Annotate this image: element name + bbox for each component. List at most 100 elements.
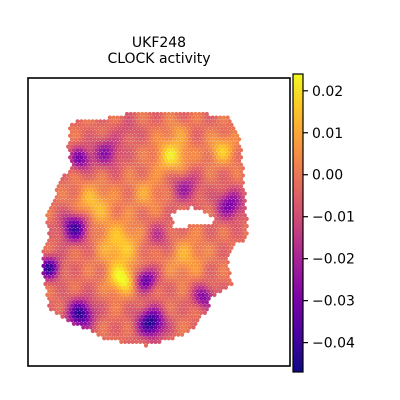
tissue-spot [77,239,81,243]
tissue-spot [209,192,213,196]
tissue-spot [205,163,209,167]
tissue-spot [212,184,216,188]
tissue-spot [104,152,108,156]
tissue-spot [79,286,83,290]
tissue-spot [108,210,112,214]
tissue-spot [123,173,127,177]
tissue-spot [184,253,188,257]
tissue-spot [81,217,85,221]
tissue-spot [117,184,121,188]
tissue-spot [180,282,184,286]
tissue-spot [102,220,106,224]
tissue-spot [98,293,102,297]
tissue-spot [169,145,173,149]
tissue-spot [218,116,222,120]
tissue-spot [70,217,74,221]
tissue-spot [98,213,102,217]
tissue-spot [131,173,135,177]
tissue-spot [148,148,152,152]
tissue-spot [115,202,119,206]
tissue-spot [163,220,167,224]
tissue-spot [81,181,85,185]
tissue-spot [85,188,89,192]
tissue-spot [74,318,78,322]
tissue-spot [76,170,80,174]
tissue-spot [220,134,224,138]
tissue-spot [89,137,93,141]
tissue-spot [70,224,74,228]
tissue-spot [209,242,213,246]
tissue-spot [212,148,216,152]
tissue-spot [197,155,201,159]
tissue-spot [228,278,232,282]
tissue-spot [207,224,211,228]
tissue-spot [233,195,237,199]
tissue-spot [231,163,235,167]
tissue-spot [134,181,138,185]
tissue-spot [119,130,123,134]
tissue-spot [121,242,125,246]
tissue-spot [157,239,161,243]
tissue-spot [153,152,157,156]
tissue-spot [182,148,186,152]
tissue-spot [108,123,112,127]
tissue-spot [142,318,146,322]
tissue-spot [133,126,137,130]
tissue-spot [169,217,173,221]
tissue-spot [161,253,165,257]
tissue-spot [57,199,61,203]
tissue-spot [131,195,135,199]
tissue-spot [131,181,135,185]
tissue-spot [93,304,97,308]
tissue-spot [157,181,161,185]
tissue-spot [159,257,163,261]
tissue-spot [123,253,127,257]
tissue-spot [134,195,138,199]
tissue-spot [96,275,100,279]
tissue-spot [193,278,197,282]
tissue-spot [144,134,148,138]
tissue-spot [104,289,108,293]
tissue-spot [87,177,91,181]
tissue-spot [49,249,53,253]
tissue-spot [77,130,81,134]
tissue-spot [136,177,140,181]
tissue-spot [193,119,197,123]
tissue-spot [176,152,180,156]
tissue-spot [115,304,119,308]
tissue-spot [152,271,156,275]
tissue-spot [193,228,197,232]
tissue-spot [218,123,222,127]
tissue-spot [161,210,165,214]
tissue-spot [112,318,116,322]
tissue-spot [127,116,131,120]
tissue-spot [174,315,178,319]
tissue-spot [197,293,201,297]
tissue-spot [136,315,140,319]
tissue-spot [193,177,197,181]
tissue-spot [91,329,95,333]
tissue-spot [216,134,220,138]
tissue-spot [53,286,57,290]
tissue-spot [218,260,222,264]
tissue-spot [127,173,131,177]
tissue-spot [209,199,213,203]
tissue-spot [144,141,148,145]
tissue-spot [144,322,148,326]
tissue-spot [112,137,116,141]
tissue-spot [163,199,167,203]
tissue-spot [146,253,150,257]
tissue-spot [121,213,125,217]
tissue-spot [174,286,178,290]
tissue-spot [146,181,150,185]
tissue-spot [133,322,137,326]
tissue-spot [136,300,140,304]
tissue-spot [123,123,127,127]
tissue-spot [148,213,152,217]
tissue-spot [150,231,154,235]
tissue-spot [171,163,175,167]
tissue-spot [210,116,214,120]
tissue-spot [148,249,152,253]
tissue-spot [235,163,239,167]
tissue-spot [106,271,110,275]
